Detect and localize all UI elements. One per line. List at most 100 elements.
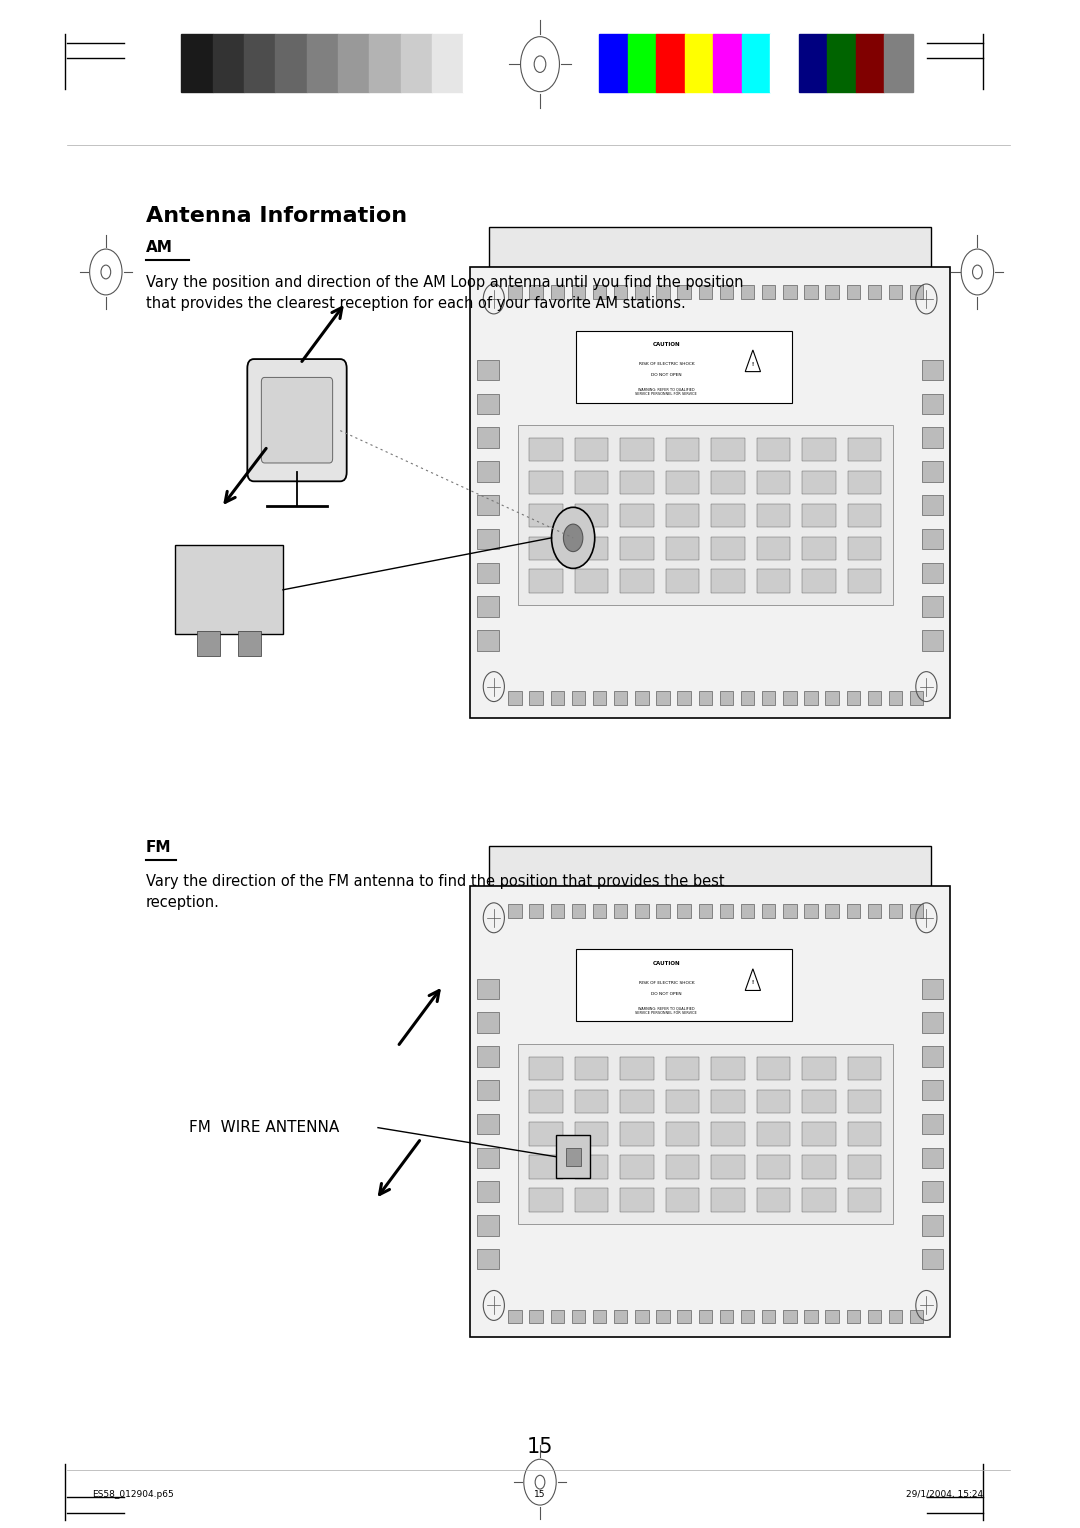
Bar — [757, 1155, 791, 1178]
Bar — [719, 691, 733, 704]
Bar — [635, 691, 649, 704]
Bar — [712, 1189, 745, 1212]
Bar — [757, 1189, 791, 1212]
Bar — [921, 1013, 943, 1033]
Text: 29/1/2004, 15:24: 29/1/2004, 15:24 — [906, 1490, 983, 1499]
Bar — [529, 1057, 563, 1080]
Bar — [509, 691, 522, 704]
Bar — [921, 529, 943, 549]
Bar — [802, 1123, 836, 1146]
Bar — [529, 471, 563, 494]
Bar — [757, 1123, 791, 1146]
Bar — [889, 1309, 903, 1323]
Bar — [719, 905, 733, 918]
Bar — [665, 570, 700, 593]
Bar — [677, 905, 691, 918]
Bar — [825, 286, 839, 299]
Bar — [921, 461, 943, 481]
Bar — [802, 504, 836, 527]
Bar — [657, 34, 685, 92]
Bar — [509, 286, 522, 299]
Bar — [665, 1057, 700, 1080]
Text: Antenna Information: Antenna Information — [146, 206, 407, 226]
Bar — [571, 286, 585, 299]
Bar — [518, 1044, 893, 1224]
Bar — [699, 905, 712, 918]
Bar — [921, 394, 943, 414]
Bar — [921, 562, 943, 582]
Bar — [867, 1309, 881, 1323]
Bar — [712, 1057, 745, 1080]
Bar — [477, 1248, 499, 1270]
Bar — [825, 1309, 839, 1323]
Text: DO NOT OPEN: DO NOT OPEN — [651, 373, 681, 377]
Bar — [575, 504, 608, 527]
Bar — [613, 691, 627, 704]
Bar — [477, 461, 499, 481]
Bar — [802, 1189, 836, 1212]
Text: WARNING: REFER TO QUALIFIED
SERVICE PERSONNEL FOR SERVICE: WARNING: REFER TO QUALIFIED SERVICE PERS… — [635, 388, 698, 396]
Bar — [802, 1057, 836, 1080]
Bar — [741, 905, 754, 918]
Bar — [576, 330, 792, 402]
Bar — [477, 394, 499, 414]
Bar — [742, 34, 770, 92]
Bar — [575, 471, 608, 494]
Bar — [244, 34, 275, 92]
Bar — [593, 691, 606, 704]
Bar — [620, 504, 653, 527]
Bar — [805, 905, 818, 918]
Bar — [855, 34, 885, 92]
Bar — [921, 428, 943, 448]
Bar — [677, 691, 691, 704]
Polygon shape — [745, 969, 760, 990]
Text: Vary the position and direction of the AM Loop antenna until you find the positi: Vary the position and direction of the A… — [146, 275, 743, 312]
Bar — [712, 536, 745, 559]
Bar — [921, 1215, 943, 1236]
Text: CAUTION: CAUTION — [652, 961, 680, 966]
Bar — [921, 1248, 943, 1270]
Bar — [783, 1309, 797, 1323]
Bar — [477, 428, 499, 448]
Bar — [685, 34, 713, 92]
Bar — [477, 1080, 499, 1100]
Bar — [401, 34, 432, 92]
Bar — [848, 1155, 881, 1178]
Bar — [848, 439, 881, 461]
Bar — [489, 845, 931, 886]
Bar — [805, 1309, 818, 1323]
Bar — [889, 691, 903, 704]
Bar — [762, 286, 775, 299]
Bar — [529, 905, 543, 918]
Bar — [477, 596, 499, 617]
Bar — [757, 439, 791, 461]
Bar — [848, 570, 881, 593]
Bar — [529, 1189, 563, 1212]
Bar — [470, 886, 950, 1337]
Bar — [757, 536, 791, 559]
Bar — [529, 570, 563, 593]
Bar — [741, 1309, 754, 1323]
Bar — [712, 1089, 745, 1112]
Bar — [566, 1148, 581, 1166]
Bar — [848, 536, 881, 559]
Bar — [713, 34, 742, 92]
Bar — [477, 978, 499, 999]
Bar — [620, 471, 653, 494]
Bar — [848, 504, 881, 527]
Bar — [921, 495, 943, 515]
Bar — [921, 630, 943, 651]
Bar — [627, 34, 657, 92]
Bar — [213, 34, 244, 92]
Text: !: ! — [752, 362, 754, 367]
Bar — [571, 905, 585, 918]
Bar — [620, 570, 653, 593]
Text: AM: AM — [146, 240, 173, 255]
Bar — [757, 504, 791, 527]
Bar — [635, 905, 649, 918]
Bar — [889, 905, 903, 918]
Bar — [665, 1123, 700, 1146]
Bar — [802, 1089, 836, 1112]
Bar — [805, 691, 818, 704]
Bar — [529, 1309, 543, 1323]
